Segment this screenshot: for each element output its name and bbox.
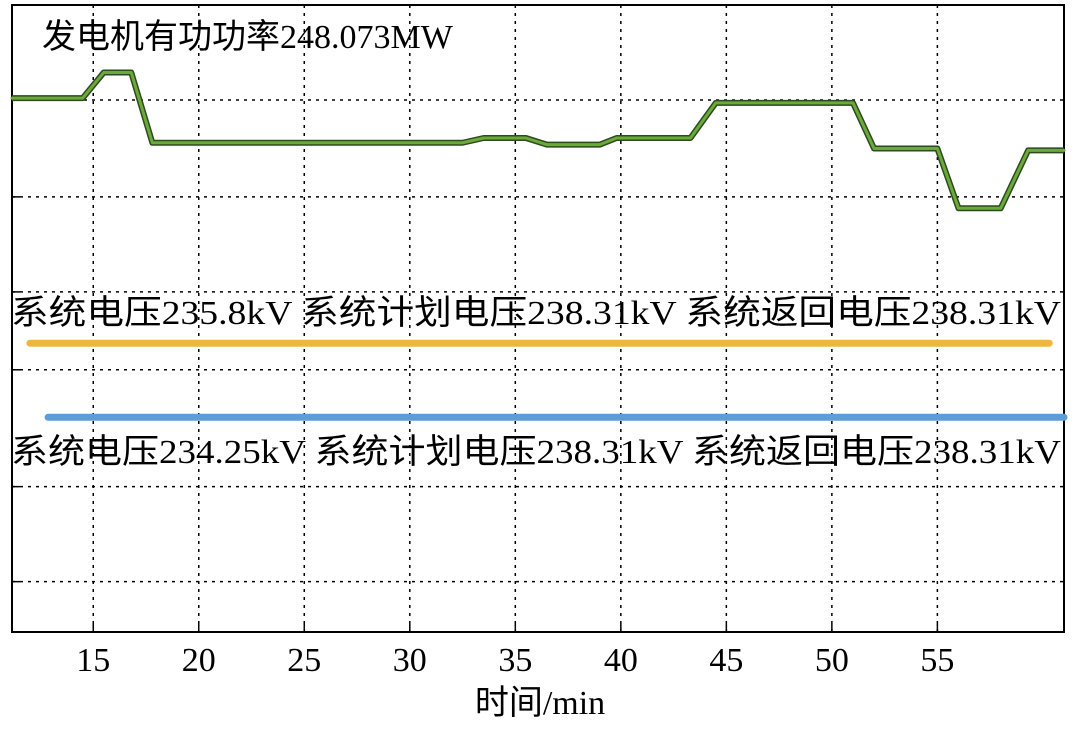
plot-frame	[11, 4, 1065, 633]
x-tick-label: 25	[287, 642, 321, 679]
annotation: 系统电压235.8kV 系统计划电压238.31kV 系统返回电压238.31k…	[11, 294, 1061, 332]
x-axis-label: 时间/min	[475, 685, 605, 722]
x-tick-label: 40	[604, 642, 638, 679]
x-tick-label: 15	[76, 642, 110, 679]
x-tick-label: 55	[920, 642, 954, 679]
x-tick-label: 45	[709, 642, 743, 679]
x-tick-label: 35	[498, 642, 532, 679]
annotation: 系统电压234.25kV 系统计划电压238.31kV 系统返回电压238.31…	[11, 433, 1061, 471]
x-tick-label: 50	[815, 642, 849, 679]
annotation: 发电机有功功率248.073MW	[42, 18, 454, 56]
x-tick-label: 30	[393, 642, 427, 679]
x-tick-label: 20	[182, 642, 216, 679]
line	[10, 70, 1066, 210]
